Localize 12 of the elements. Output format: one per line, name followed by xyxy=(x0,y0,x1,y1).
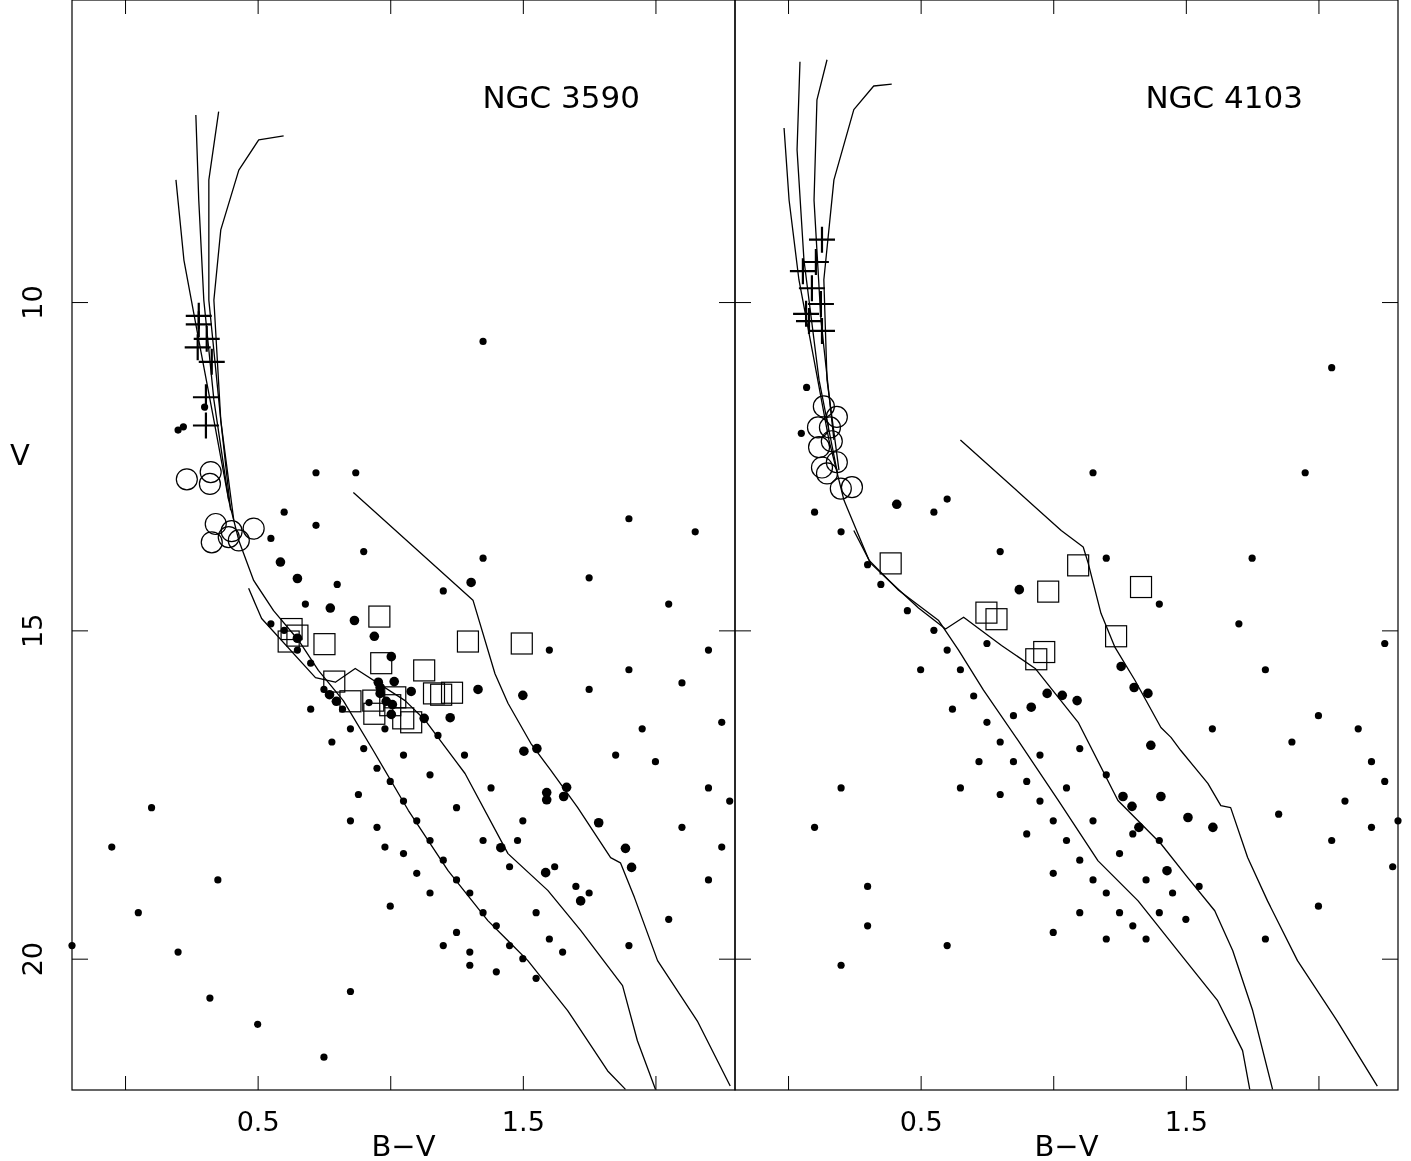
y-tick-label: 15 xyxy=(17,613,48,649)
x-axis-title: B−V xyxy=(1034,1129,1099,1161)
text: NGC 3590 xyxy=(482,79,640,115)
x-tick-label: 0.5 xyxy=(899,1106,943,1138)
y-axis-title: V xyxy=(10,438,31,472)
y-tick-label: 10 xyxy=(17,285,48,320)
y-tick-label: 20 xyxy=(17,941,48,977)
x-tick-label: 1.5 xyxy=(1164,1106,1208,1138)
x-tick-label: 0.5 xyxy=(236,1106,280,1138)
text: NGC 4103 xyxy=(1145,79,1303,115)
x-tick-label: 1.5 xyxy=(501,1106,545,1138)
x-axis-title: B−V xyxy=(371,1129,436,1161)
